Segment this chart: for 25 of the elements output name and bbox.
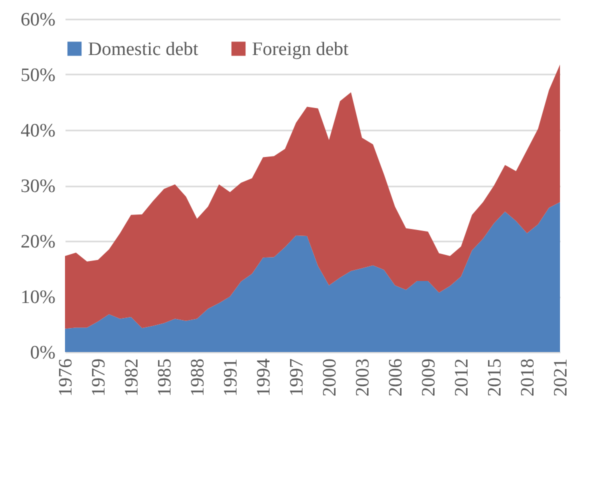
x-tick-label: 2009	[418, 358, 440, 396]
x-tick-label: 2006	[386, 358, 406, 396]
y-tick-label: 40%	[20, 120, 56, 142]
legend-label: Domestic debt	[88, 38, 199, 60]
y-tick-label: 10%	[20, 287, 56, 308]
y-tick-label: 30%	[20, 176, 56, 197]
x-tick-label: 1994	[254, 358, 274, 396]
x-tick-label: 1997	[286, 358, 308, 396]
x-tick-label: 1982	[122, 358, 142, 396]
x-tick-label: 1976	[56, 358, 76, 396]
x-tick-label: 1988	[188, 358, 208, 396]
x-tick-label: 2018	[518, 358, 538, 396]
x-tick-label: 2021	[550, 358, 572, 396]
x-tick-label: 1979	[88, 358, 110, 396]
x-tick-label: 1991	[220, 358, 242, 396]
y-tick-label: 0%	[30, 342, 56, 364]
x-tick-label: 2003	[352, 358, 374, 396]
y-tick-label: 50%	[20, 65, 56, 86]
y-tick-label: 20%	[20, 232, 56, 252]
y-tick-label: 60%	[20, 10, 56, 30]
x-tick-label: 2015	[484, 358, 506, 396]
x-tick-label: 2012	[452, 358, 472, 396]
legend-label: Foreign debt	[252, 38, 350, 60]
x-tick-label: 1985	[154, 358, 176, 396]
x-tick-label: 2000	[320, 358, 340, 396]
